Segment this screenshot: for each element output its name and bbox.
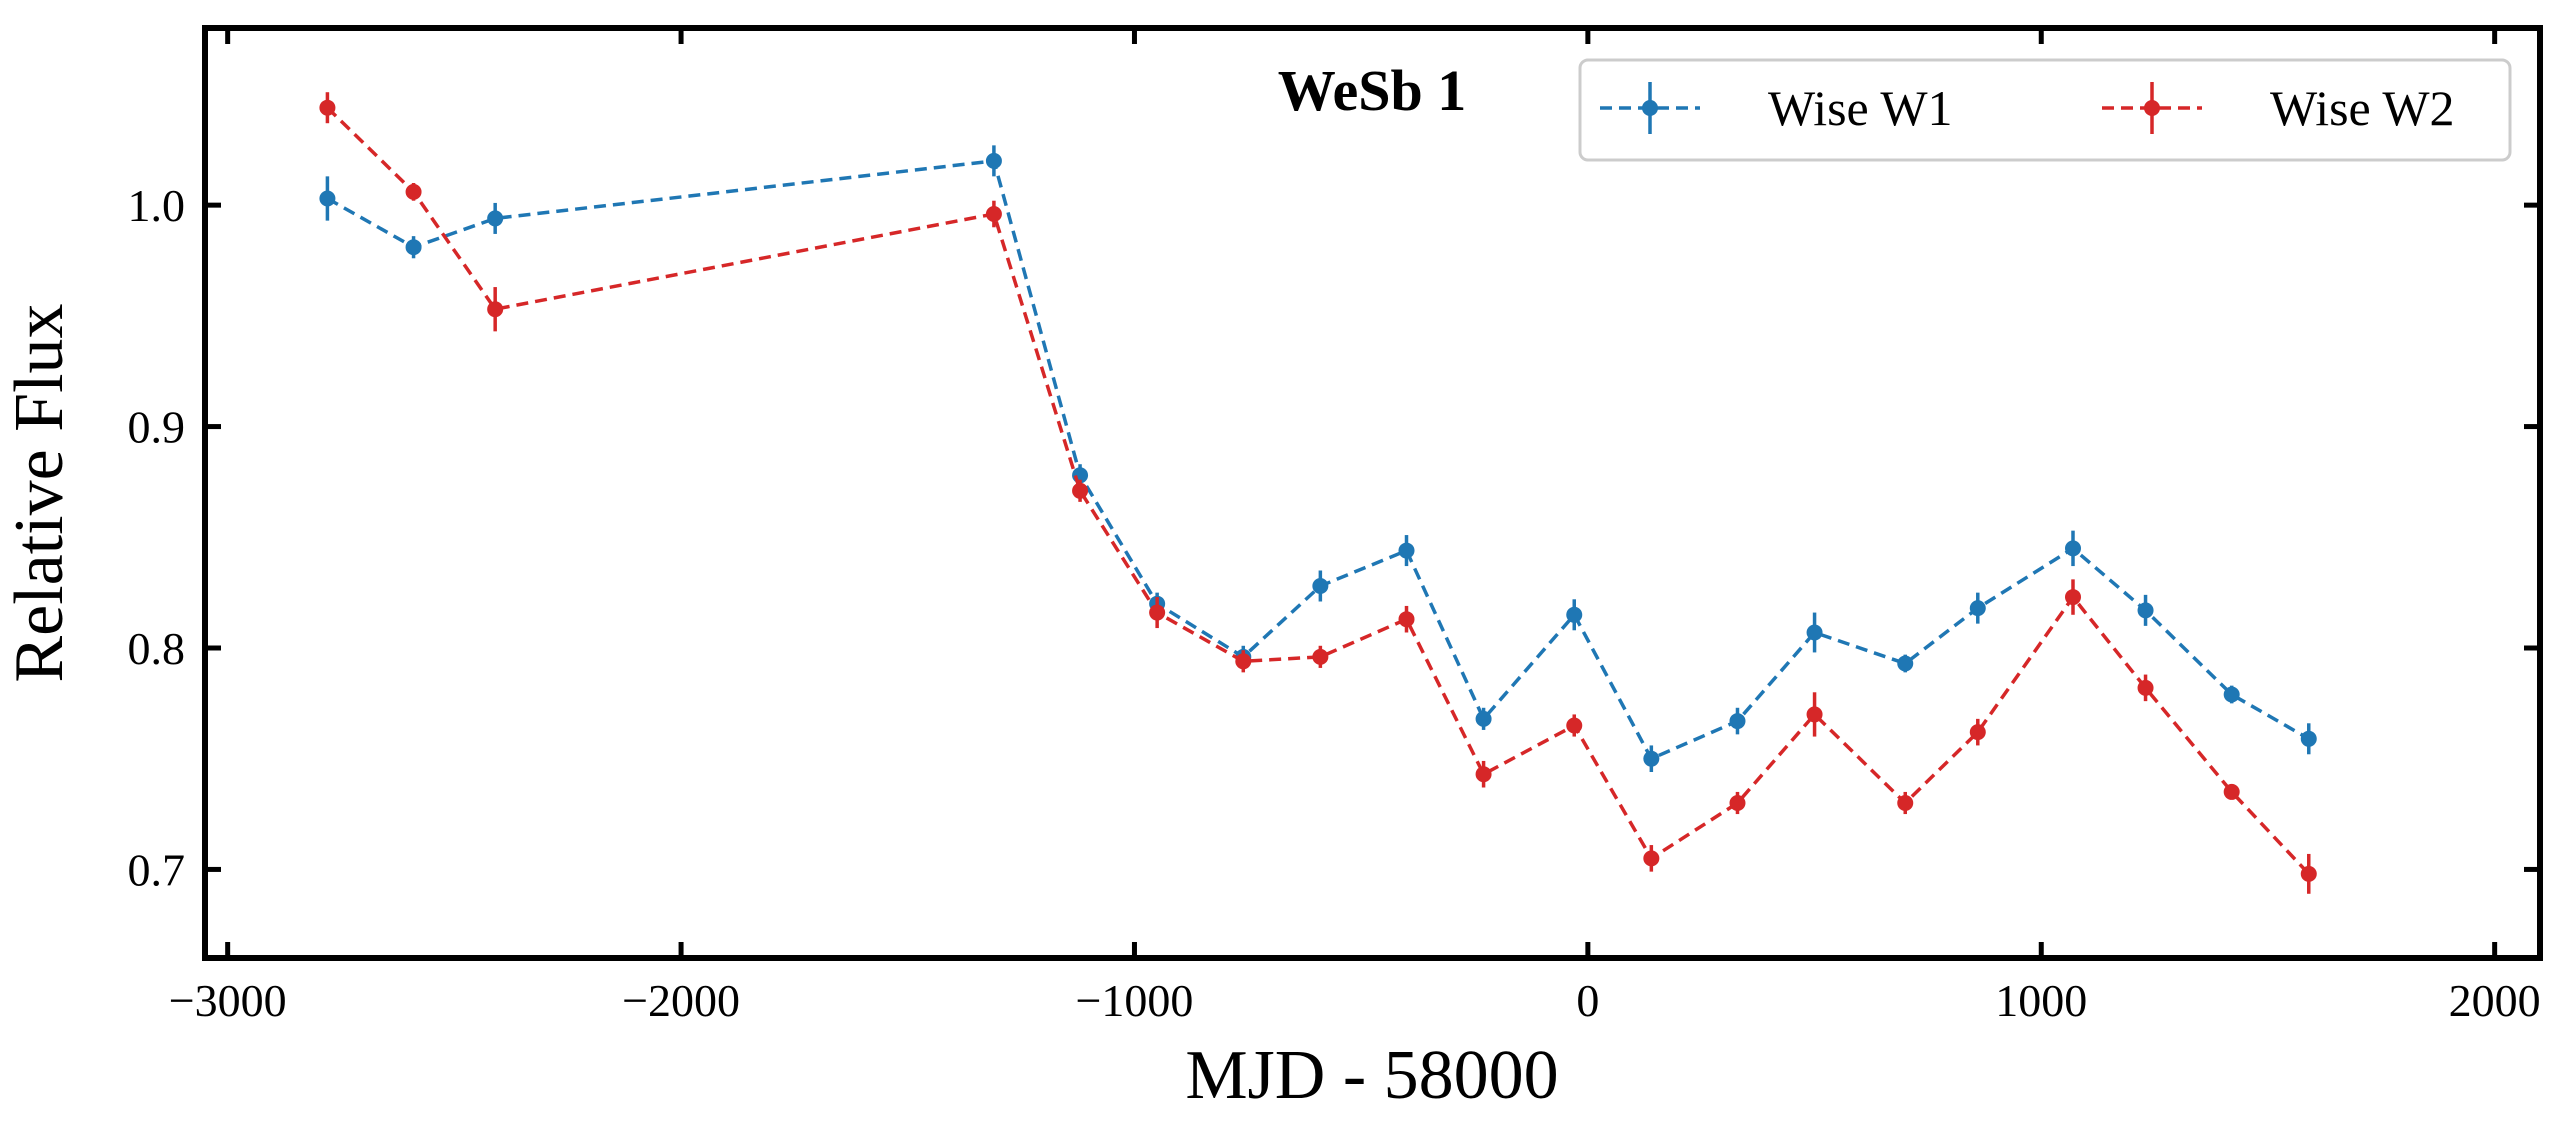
data-point [1312, 578, 1329, 594]
data-point [2223, 686, 2240, 703]
series-line [326, 106, 2311, 876]
data-point [1806, 624, 1823, 641]
x-tick-label: −2000 [622, 975, 740, 1026]
data-point [1566, 606, 1583, 623]
legend-label: Wise W2 [2270, 80, 2455, 136]
data-point [487, 210, 504, 227]
data-point [2300, 865, 2317, 882]
data-point [1235, 653, 1252, 670]
data-point [405, 183, 422, 200]
data-point [2065, 589, 2081, 606]
y-axis-label: Relative Flux [1, 303, 78, 682]
legend-entry: Wise W1 [1600, 80, 1953, 136]
data-point [1969, 724, 1986, 741]
x-tick-label: 0 [1576, 975, 1599, 1026]
data-point [1312, 648, 1329, 665]
data-point [2223, 783, 2240, 800]
data-point [1729, 795, 1746, 811]
data-point [1643, 850, 1660, 867]
data-point [2137, 602, 2154, 619]
data-point [2300, 730, 2317, 747]
data-point [319, 99, 336, 116]
data-point [319, 190, 336, 207]
legend-marker [1642, 100, 1658, 116]
x-axis-label: MJD - 58000 [1185, 1037, 1558, 1114]
data-point [1475, 710, 1492, 727]
data-point [1897, 655, 1914, 672]
data-point [2065, 540, 2081, 557]
legend-frame [1578, 58, 2512, 162]
data-point [985, 206, 1002, 222]
y-tick-label: 1.0 [128, 180, 186, 231]
data-point [1475, 766, 1492, 783]
data-point [1643, 750, 1660, 767]
data-point [1398, 611, 1415, 628]
y-tick-label: 0.9 [128, 402, 186, 453]
series-2 [319, 92, 2317, 894]
data-layer [319, 92, 2317, 894]
legend-entry: Wise W2 [2102, 80, 2455, 136]
legend: Wise W1 Wise W2 [1578, 58, 2512, 162]
legend-label: Wise W1 [1768, 80, 1953, 136]
x-tick-label: 2000 [2449, 975, 2541, 1026]
data-point [1398, 542, 1415, 559]
data-point [2137, 679, 2154, 696]
data-point [1149, 604, 1166, 621]
x-tick-label: −3000 [169, 975, 287, 1026]
data-point [1969, 600, 1986, 617]
data-point [1897, 795, 1914, 811]
data-point [1729, 713, 1746, 730]
x-tick-label: 1000 [1995, 975, 2087, 1026]
data-point [405, 239, 422, 256]
tick-labels-layer: −3000 −2000 −1000 0 1000 2000 0.7 0.8 0.9 1.0 [128, 180, 2541, 1026]
data-point [1566, 717, 1583, 734]
data-point [487, 301, 504, 318]
data-point [1806, 706, 1823, 723]
plot-frame [202, 25, 2543, 961]
legend-marker [2144, 100, 2160, 116]
data-point [985, 152, 1002, 169]
legend-entries: Wise W1 Wise W2 [1600, 80, 2455, 136]
series-line [326, 158, 2310, 761]
x-tick-label: −1000 [1075, 975, 1193, 1026]
y-tick-label: 0.7 [128, 844, 186, 895]
data-point [1072, 482, 1089, 499]
chart-title: WeSb 1 [1278, 58, 1467, 123]
y-tick-label: 0.8 [128, 623, 186, 674]
